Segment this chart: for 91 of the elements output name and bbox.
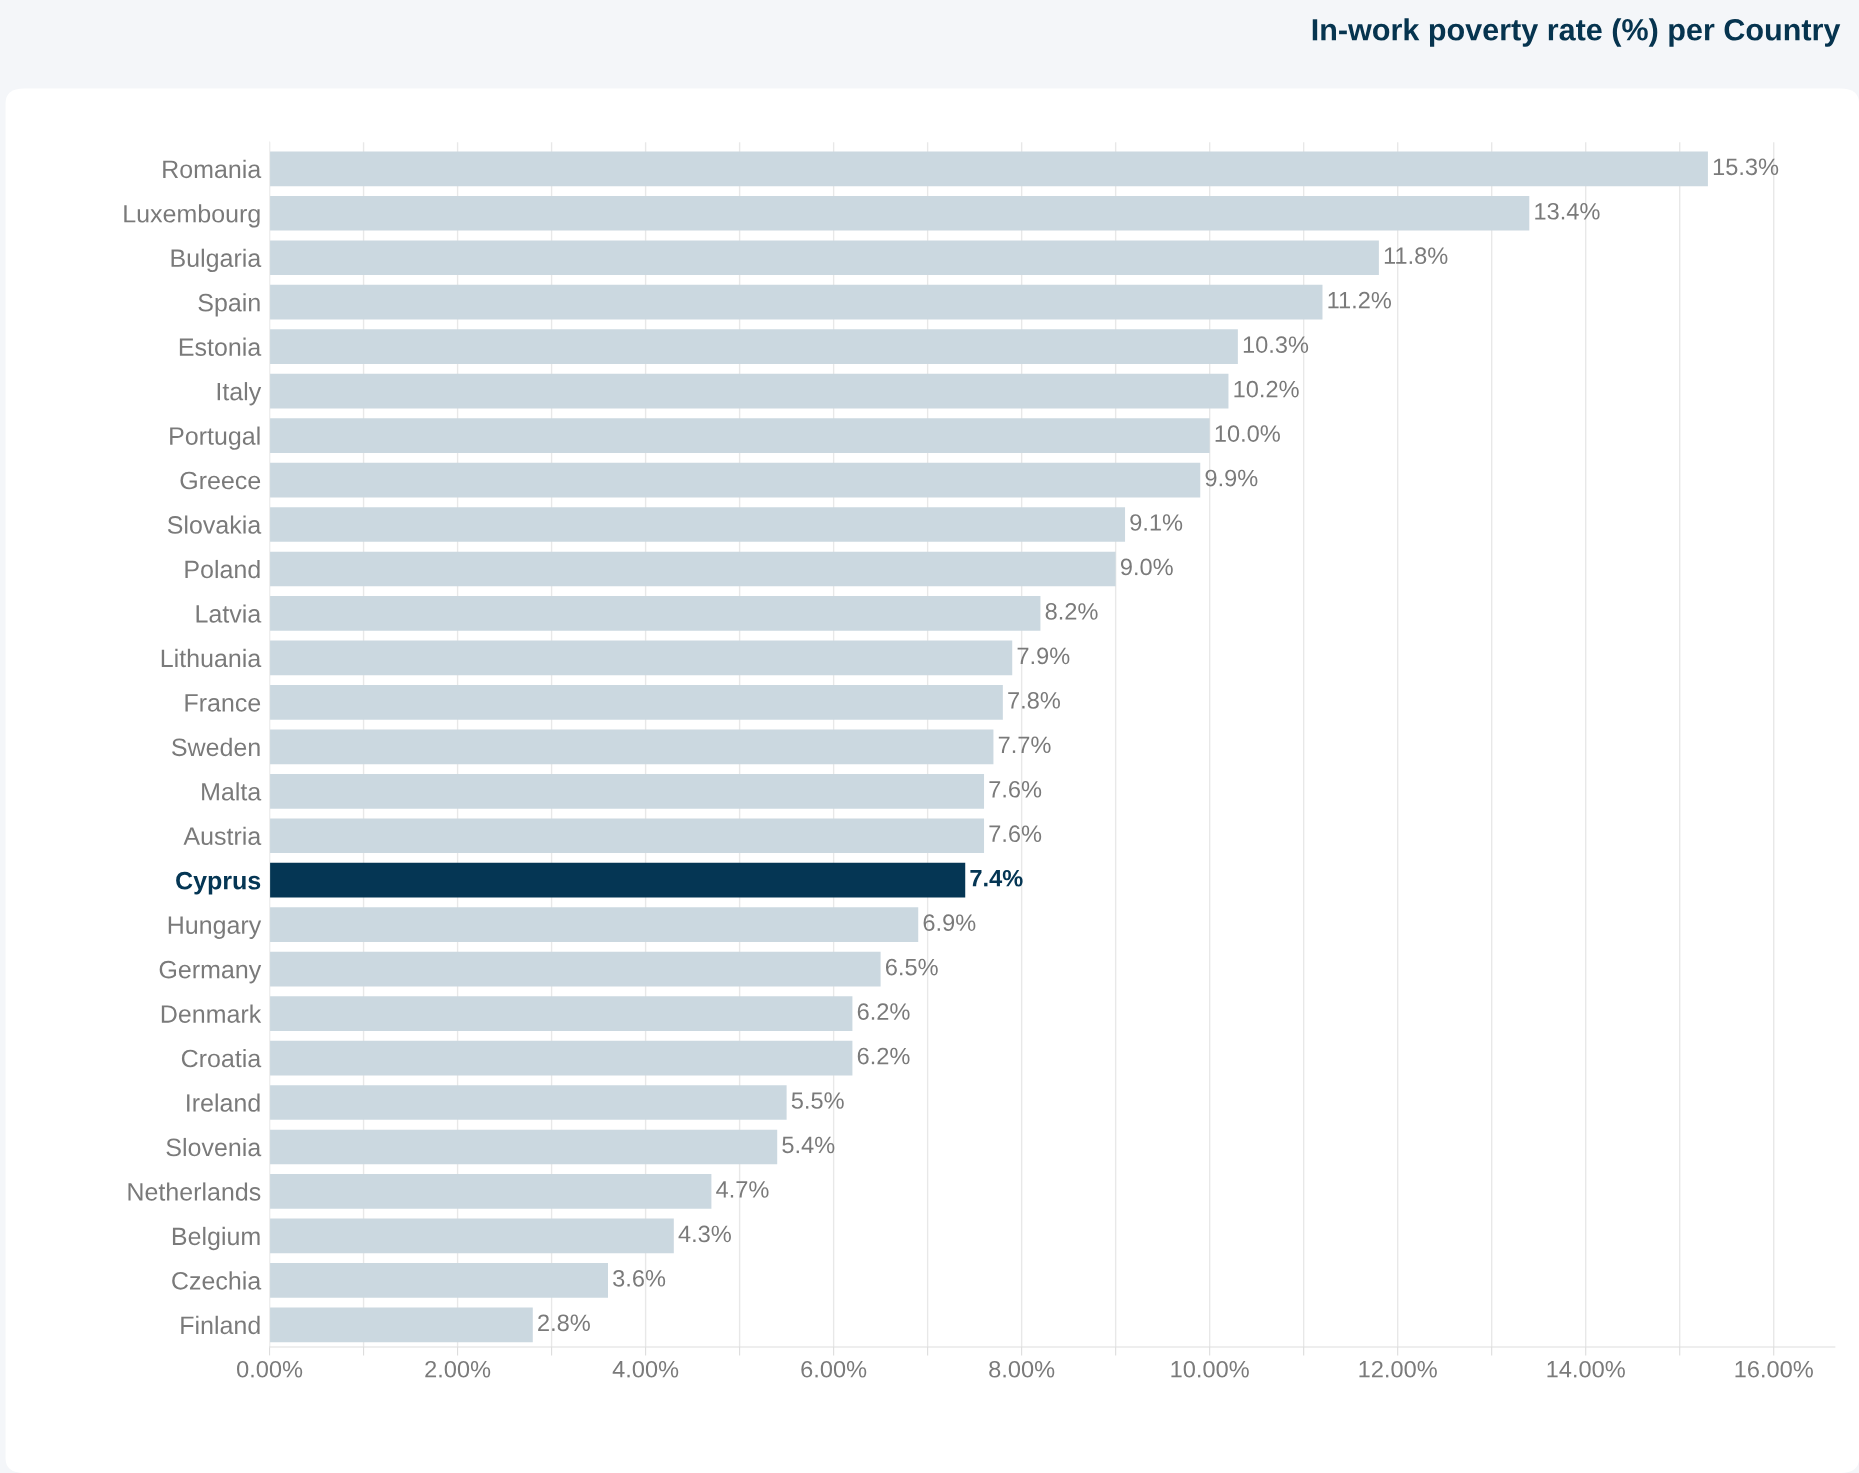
data-label: 7.7%: [998, 736, 1051, 754]
bar: [269, 373, 1229, 409]
x-tick-label: 8.00%: [989, 1360, 1055, 1378]
bar: [269, 1174, 712, 1209]
x-tick-label: 4.00%: [612, 1360, 679, 1378]
bar: [269, 507, 1126, 542]
x-tick-label: 2.00%: [425, 1360, 491, 1378]
x-tick-label: 6.00%: [801, 1360, 867, 1378]
y-tick-label: Cyprus: [176, 871, 261, 895]
data-label: 5.4%: [782, 1136, 835, 1154]
data-label: 9.0%: [1120, 558, 1173, 576]
data-label: 6.2%: [857, 1047, 910, 1065]
bar: [269, 773, 985, 809]
y-tick-label: Lithuania: [161, 648, 262, 668]
bar: [269, 596, 1041, 631]
y-tick-label: Bulgaria: [171, 248, 262, 272]
data-label: 15.3%: [1713, 158, 1779, 176]
bar: [269, 1040, 853, 1076]
y-tick-label: Luxembourg: [124, 204, 260, 228]
data-label: 11.8%: [1384, 247, 1448, 265]
bar: [269, 685, 1003, 720]
bar: [269, 329, 1238, 365]
data-label: 7.9%: [1017, 647, 1070, 665]
y-tick-label: Italy: [217, 382, 262, 406]
bar: [269, 284, 1323, 320]
bar: [269, 862, 966, 898]
data-label: 2.8%: [538, 1314, 590, 1332]
y-tick-label: Greece: [180, 471, 261, 490]
y-tick-label: France: [185, 694, 261, 712]
data-label: 3.6%: [613, 1269, 666, 1287]
data-label: 13.4%: [1535, 202, 1600, 220]
data-label: 10.0%: [1215, 425, 1280, 442]
bar: [269, 951, 881, 987]
bar: [269, 907, 919, 943]
data-label: 7.8%: [1008, 691, 1060, 709]
y-tick-label: Estonia: [179, 337, 262, 356]
data-label: 4.3%: [678, 1225, 731, 1243]
data-label: 10.3%: [1243, 336, 1309, 354]
bar: [269, 240, 1379, 276]
data-label: 8.2%: [1045, 603, 1098, 620]
bar: [269, 729, 994, 765]
bar: [269, 1263, 608, 1298]
data-label: 9.9%: [1205, 469, 1258, 487]
y-tick-label: Ireland: [187, 1093, 260, 1112]
x-tick-label: 0.00%: [237, 1360, 303, 1378]
y-tick-label: Hungary: [168, 916, 262, 939]
y-tick-label: Poland: [185, 559, 260, 579]
x-tick-label: 16.00%: [1735, 1360, 1813, 1378]
bar: [269, 151, 1708, 187]
data-label: 4.7%: [716, 1181, 769, 1198]
data-label: 9.1%: [1130, 514, 1183, 531]
data-label: 6.9%: [923, 914, 976, 932]
data-label: 11.2%: [1328, 291, 1392, 309]
y-tick-label: Romania: [163, 159, 262, 179]
data-label: 6.2%: [857, 1003, 910, 1020]
bar: [269, 1085, 787, 1120]
bar: [269, 1218, 674, 1254]
y-tick-label: Finland: [181, 1315, 260, 1335]
y-tick-label: Czechia: [172, 1271, 262, 1290]
data-label: 7.4%: [970, 869, 1023, 887]
y-tick-label: Portugal: [170, 426, 260, 450]
y-tick-label: Denmark: [161, 1004, 262, 1023]
data-label: 10.2%: [1234, 380, 1299, 398]
bar: [269, 1307, 533, 1343]
y-tick-label: Sweden: [172, 737, 260, 757]
y-tick-label: Slovenia: [166, 1137, 262, 1157]
bar: [269, 1129, 778, 1165]
bar: [269, 418, 1210, 453]
y-tick-label: Slovakia: [167, 515, 262, 534]
bar: [269, 640, 1013, 676]
data-label: 6.5%: [885, 958, 938, 976]
x-tick-label: 10.00%: [1171, 1360, 1249, 1378]
y-tick-label: Belgium: [172, 1226, 260, 1251]
bar: [269, 996, 853, 1031]
bar: [269, 462, 1201, 498]
bar: [269, 818, 985, 854]
x-tick-label: 14.00%: [1547, 1360, 1625, 1378]
y-tick-label: Germany: [159, 960, 262, 984]
y-tick-label: Latvia: [196, 604, 262, 623]
y-tick-label: Netherlands: [128, 1182, 261, 1201]
chart-title: In-work poverty rate (%) per Country: [1312, 18, 1841, 47]
y-tick-label: Spain: [198, 293, 260, 317]
bar: [269, 551, 1116, 587]
data-label: 7.6%: [989, 780, 1042, 798]
y-tick-label: Croatia: [181, 1049, 262, 1068]
y-tick-label: Austria: [183, 826, 262, 846]
bar: [269, 195, 1530, 231]
data-label: 5.5%: [791, 1092, 844, 1109]
data-label: 7.6%: [989, 825, 1042, 843]
x-tick-label: 12.00%: [1359, 1360, 1437, 1378]
y-tick-label: Malta: [202, 782, 262, 801]
